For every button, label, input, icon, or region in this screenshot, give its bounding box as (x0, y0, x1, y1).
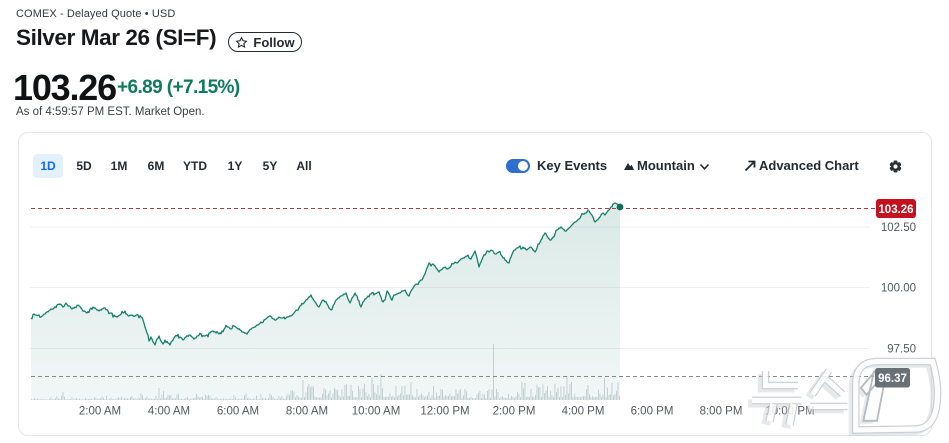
svg-text:97.50: 97.50 (887, 344, 916, 356)
svg-text:8:00 PM: 8:00 PM (700, 406, 743, 418)
svg-text:102.50: 102.50 (881, 222, 916, 234)
svg-text:6:00 AM: 6:00 AM (217, 406, 259, 418)
svg-text:96.37: 96.37 (878, 373, 907, 385)
svg-text:12:00 PM: 12:00 PM (420, 406, 469, 418)
svg-text:2:00 AM: 2:00 AM (79, 406, 121, 418)
svg-text:103.26: 103.26 (878, 204, 913, 216)
svg-text:8:00 AM: 8:00 AM (286, 406, 328, 418)
svg-text:4:00 PM: 4:00 PM (562, 406, 605, 418)
svg-text:10:00 AM: 10:00 AM (352, 406, 401, 418)
svg-text:2:00 PM: 2:00 PM (493, 406, 536, 418)
svg-text:100.00: 100.00 (881, 283, 916, 295)
svg-text:4:00 AM: 4:00 AM (148, 406, 190, 418)
svg-text:6:00 PM: 6:00 PM (631, 406, 674, 418)
